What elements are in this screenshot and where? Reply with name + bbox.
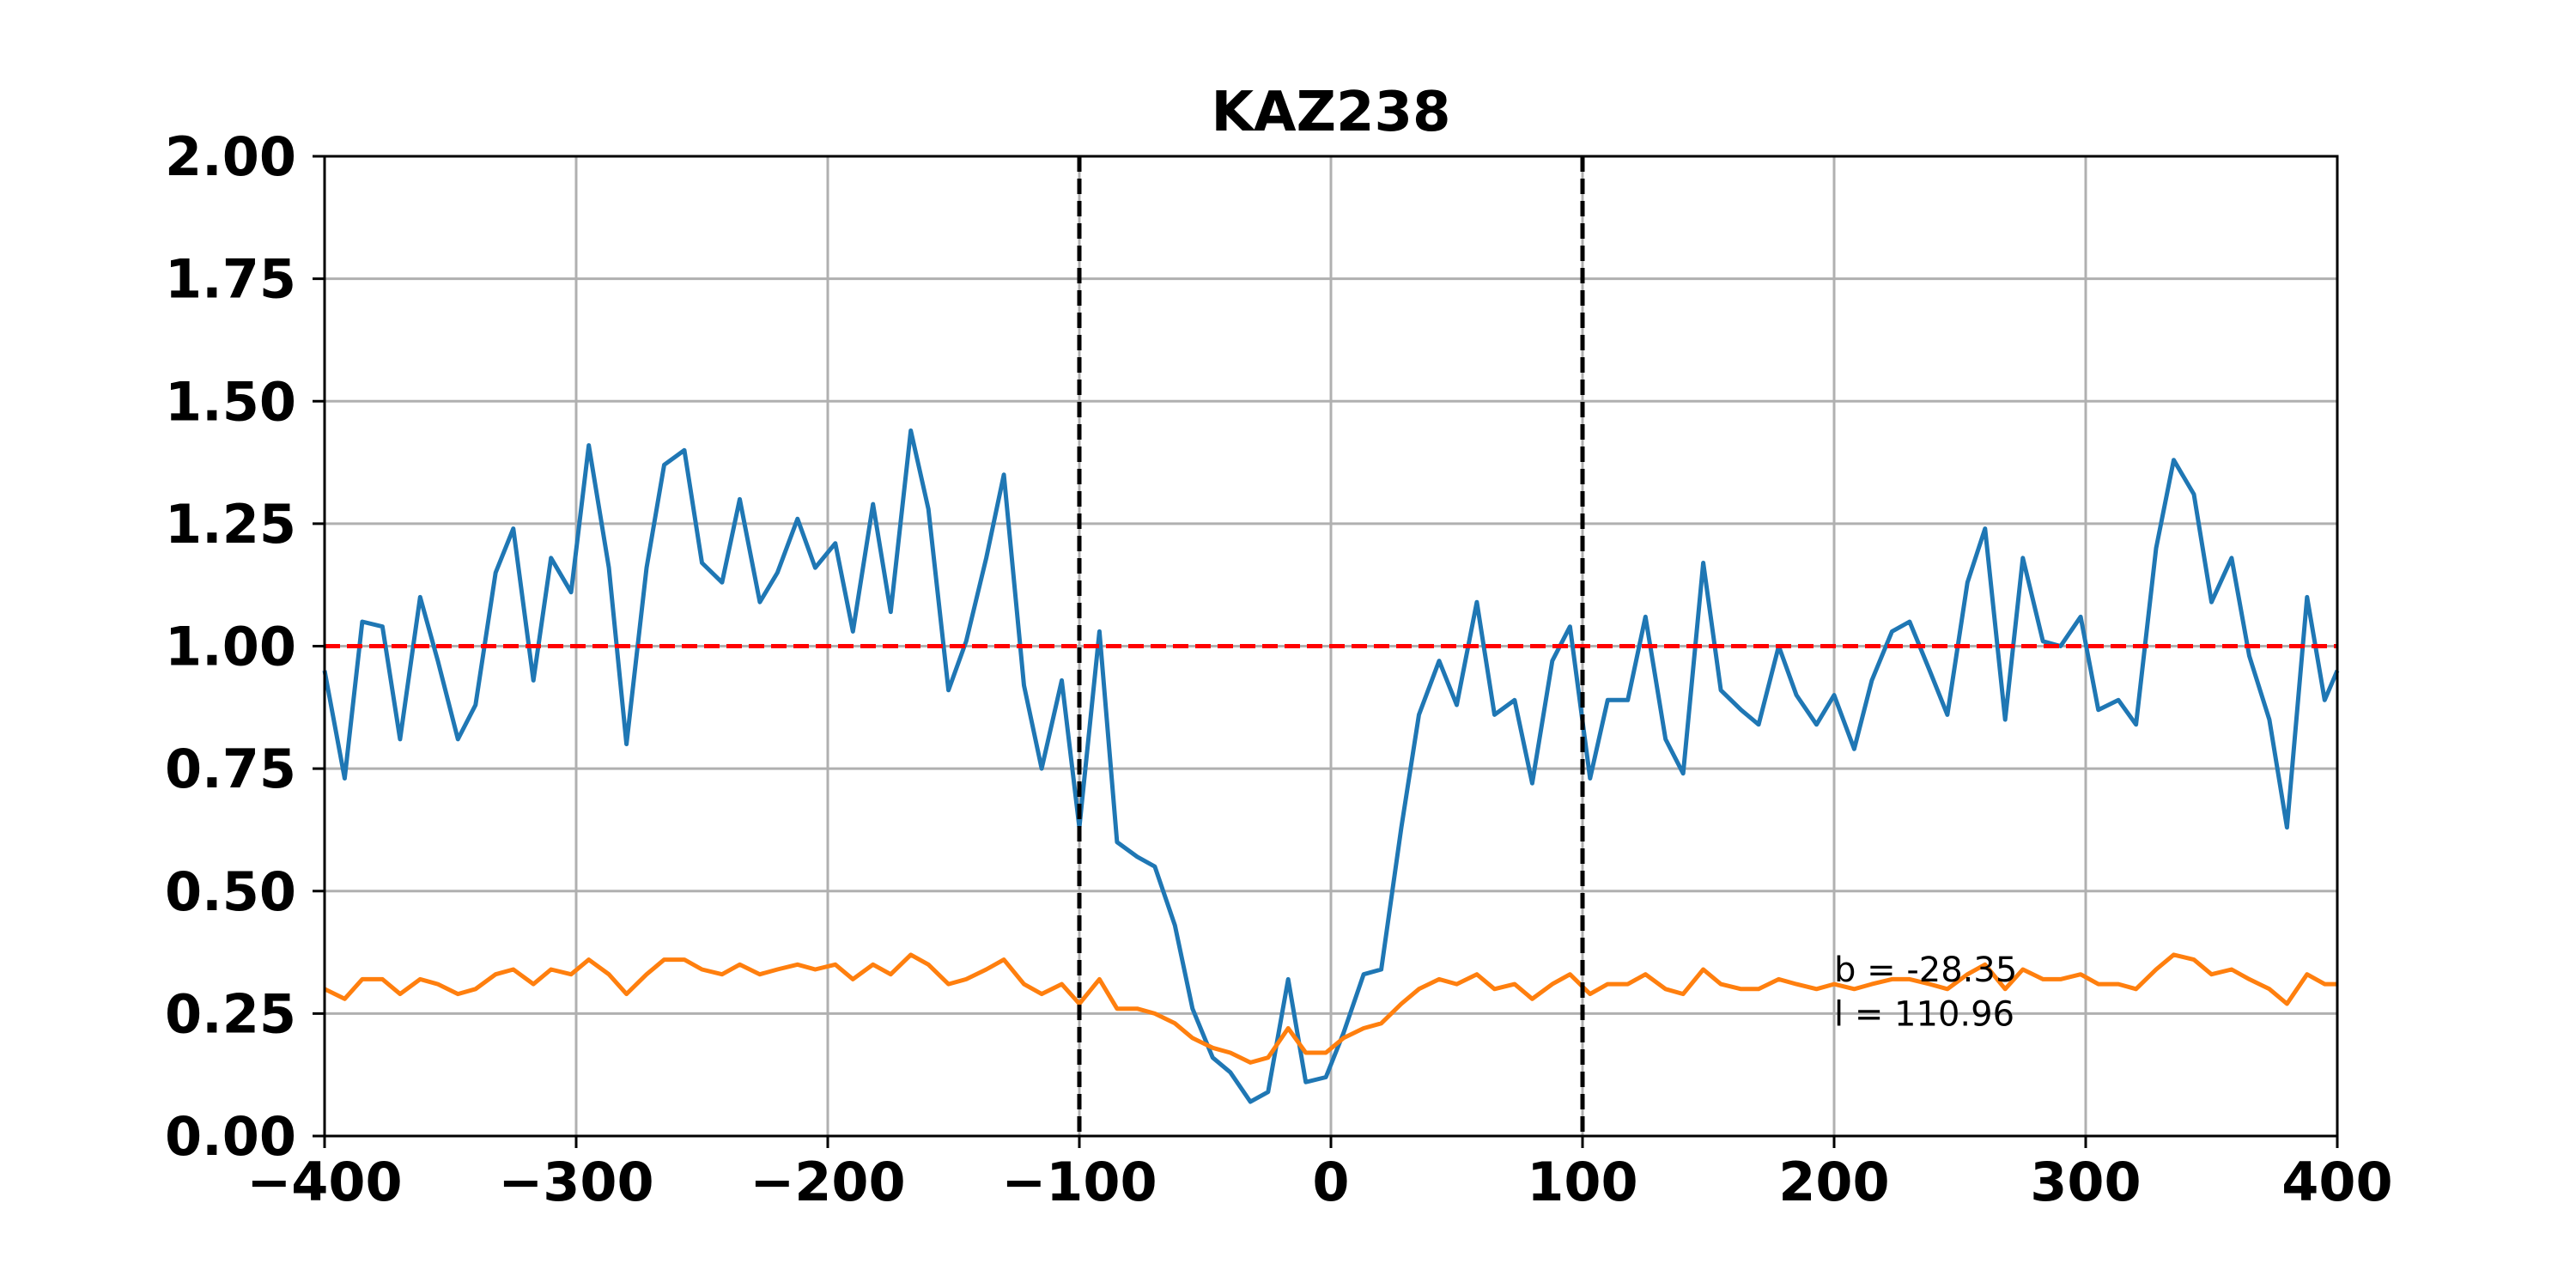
annotation-text: b = -28.35 [1834, 951, 2017, 990]
series-lines [322, 428, 2340, 1104]
reference-lines [325, 156, 2337, 1136]
y-tick-label: 1.50 [165, 370, 296, 433]
x-tick-label: −400 [246, 1151, 402, 1213]
y-tick-label: 1.75 [165, 248, 296, 311]
y-tick-label: 2.00 [165, 125, 296, 188]
annotations: b = -28.35 l = 110.96 [1834, 951, 2017, 1034]
y-tick-label: 0.75 [165, 738, 296, 800]
x-tick-label: −300 [498, 1151, 653, 1213]
x-tick-label: 0 [1312, 1151, 1349, 1213]
x-axis-tick-labels: −400 −300 −200 −100 0 100 200 300 400 [246, 1151, 2392, 1213]
y-tick-label: 1.25 [165, 493, 296, 556]
x-tick-label: −100 [1001, 1151, 1157, 1213]
x-tick-label: 400 [2281, 1151, 2392, 1213]
annotation-text: l = 110.96 [1834, 994, 2014, 1034]
x-tick-label: −200 [750, 1151, 905, 1213]
x-tick-label: 200 [1778, 1151, 1889, 1213]
y-axis-tick-labels: 0.00 0.25 0.50 0.75 1.00 1.25 1.50 1.75 2.00 [165, 125, 296, 1168]
y-tick-label: 0.25 [165, 982, 296, 1045]
series-line-orange [323, 952, 2337, 1065]
y-tick-label: 0.50 [165, 860, 296, 923]
x-tick-label: 300 [2030, 1151, 2141, 1213]
x-tick-label: 100 [1527, 1151, 1637, 1213]
y-tick-label: 0.00 [165, 1105, 296, 1168]
series-line-blue [322, 428, 2340, 1104]
y-tick-label: 1.00 [165, 616, 296, 678]
axis-ticks [313, 155, 2339, 1148]
chart-title: KAZ238 [1211, 81, 1450, 144]
